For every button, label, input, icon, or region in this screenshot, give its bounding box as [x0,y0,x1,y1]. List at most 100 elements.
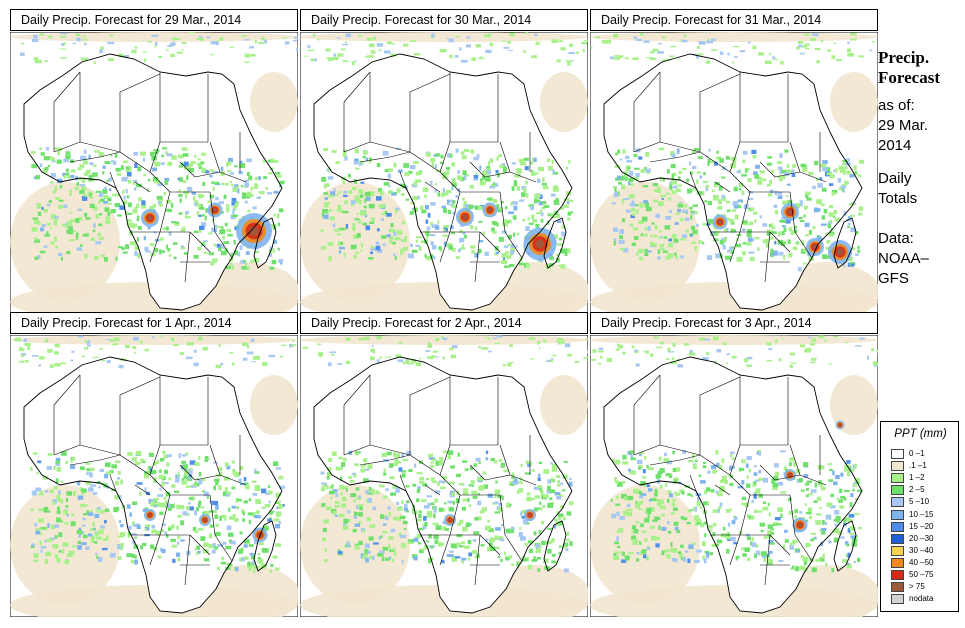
precip-cell [55,197,61,200]
precip-cell [368,43,375,48]
precip-cell [692,211,695,215]
precip-cell [253,257,260,263]
precip-cell [615,495,619,499]
precip-cell [31,164,37,169]
precip-cell [110,209,116,211]
heavy-rain-spot [462,214,468,220]
precip-cell [447,455,451,460]
precip-cell [795,566,800,572]
precip-cell [674,507,678,511]
forecast-panel-1: Daily Precip. Forecast for 29 Mar., 2014 [10,9,298,314]
precip-cell [144,528,147,531]
precip-cell [53,465,56,470]
precip-cell [407,541,413,544]
precip-cell [677,204,684,208]
precip-cell [567,353,572,357]
precip-cell [440,192,445,197]
precip-cell [169,42,173,46]
precip-cell [417,542,422,545]
precip-cell [411,554,418,559]
precip-cell [706,487,711,492]
precip-cell [149,206,155,211]
precip-cell [426,232,430,236]
precip-cell [214,514,219,519]
precip-cell [474,253,479,258]
precip-cell [278,504,283,509]
precip-cell [302,346,309,349]
precip-cell [662,250,668,253]
precip-cell [134,245,139,251]
precip-cell [843,170,846,175]
precip-cell [512,201,518,205]
precip-cell [658,525,661,530]
precip-cell [83,149,87,154]
precip-cell [702,357,709,361]
precip-cell [46,466,52,470]
precip-cell [345,337,351,341]
precip-cell [477,493,481,496]
precip-cell [165,49,169,51]
precip-cell [388,228,395,232]
precip-cell [335,466,341,471]
precip-cell [709,552,713,556]
precip-cell [180,520,185,526]
precip-cell [648,499,652,502]
precip-cell [33,219,39,225]
country-border [469,161,486,178]
precip-cell [194,510,197,516]
precip-cell [66,553,72,558]
precip-cell [772,485,778,490]
precip-cell [437,481,440,486]
precip-cell [233,541,236,545]
precip-cell [815,513,821,516]
country-border [159,494,171,536]
precip-cell [618,528,624,533]
precip-cell [197,162,202,167]
precip-cell [24,342,31,346]
country-border [484,474,511,481]
precip-cell [59,48,67,50]
precip-cell [794,225,797,229]
precip-cell [194,200,199,205]
country-border [799,171,827,183]
precip-cell [320,246,326,250]
precip-cell [327,467,332,472]
precip-cell [66,220,73,226]
precip-cell [254,176,258,181]
precip-cell [401,470,406,473]
country-border [149,141,161,173]
precip-cell [688,459,694,463]
precip-cell [416,533,422,538]
precip-cell [244,179,249,183]
precip-cell [117,476,120,480]
precip-cell [459,247,466,250]
precip-cell [635,252,639,256]
precip-cell [121,247,125,250]
precip-cell [713,522,717,527]
precip-cell [272,248,275,253]
precip-cell [46,60,49,63]
precip-cell [464,468,469,471]
precip-cell [198,207,205,210]
precip-cell [798,478,803,483]
precip-cell [725,362,728,364]
precip-cell [119,205,126,210]
precip-cell [188,32,195,34]
legend-label: .1 –1 [909,461,927,471]
precip-cell [774,339,778,343]
precip-cell [389,476,395,480]
precip-cell [808,544,812,546]
precip-cell [56,517,61,523]
precip-cell [643,554,647,559]
precip-cell [108,177,112,182]
precip-cell [645,57,653,59]
precip-cell [194,547,197,551]
precip-cell [395,487,400,492]
precip-cell [268,517,272,520]
precip-cell [516,562,520,567]
precip-cell [543,560,546,563]
precip-cell [825,514,831,520]
precip-cell [619,235,624,239]
precip-cell [623,510,627,516]
precip-cell [541,520,545,525]
